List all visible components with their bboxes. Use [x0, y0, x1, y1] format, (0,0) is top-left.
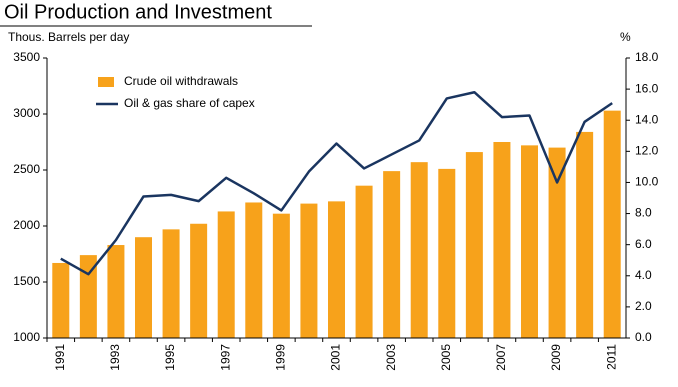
- bar: [190, 223, 208, 338]
- bar: [603, 110, 621, 338]
- x-tick-label: 2003: [384, 344, 398, 371]
- bar: [576, 131, 594, 338]
- y-tick-label: 2000: [13, 218, 40, 232]
- y-tick-label: 3500: [13, 50, 40, 64]
- bar: [245, 202, 263, 338]
- y2-tick-label: 6.0: [635, 237, 652, 251]
- y2-tick-label: 14.0: [635, 112, 659, 126]
- bar: [410, 162, 428, 338]
- bar: [272, 213, 290, 338]
- y-tick-label: 1000: [13, 330, 40, 344]
- bar: [521, 145, 538, 338]
- y2-tick-label: 12.0: [635, 144, 659, 158]
- line: [60, 90, 613, 276]
- bar: [300, 203, 318, 338]
- bar: [135, 237, 152, 338]
- legend-swatch: [98, 77, 114, 87]
- x-tick-label: 1997: [218, 344, 232, 371]
- legend-label: Crude oil withdrawals: [124, 74, 238, 88]
- bar: [52, 262, 70, 338]
- y-tick-label: 2500: [13, 162, 40, 176]
- x-tick-label: 2007: [494, 344, 508, 371]
- bar: [162, 229, 180, 338]
- bar: [217, 211, 235, 338]
- x-tick-label: 1995: [163, 344, 177, 371]
- y2-tick-label: 16.0: [635, 81, 659, 95]
- x-tick-label: 1991: [53, 344, 67, 371]
- legend-box: [92, 70, 282, 114]
- y2-tick-label: 4.0: [635, 268, 652, 282]
- bar: [328, 201, 345, 338]
- bar: [465, 152, 483, 338]
- x-tick-label: 1993: [108, 344, 122, 371]
- y-tick-label: 1500: [13, 274, 40, 288]
- bar: [548, 147, 566, 338]
- bar: [107, 245, 125, 338]
- y2-tick-label: 10.0: [635, 175, 659, 189]
- x-tick-label: 2009: [549, 344, 563, 371]
- bar: [383, 171, 401, 338]
- x-tick-label: 2001: [329, 344, 343, 371]
- x-tick-label: 2011: [604, 344, 618, 370]
- chart-title: Oil Production and Investment: [4, 1, 272, 23]
- y2-axis-label: %: [620, 30, 631, 44]
- y2-tick-label: 0.0: [635, 330, 652, 344]
- x-tick-label: 2005: [439, 344, 453, 371]
- bar: [355, 185, 373, 338]
- legend-label: Oil & gas share of capex: [124, 96, 255, 110]
- bar: [438, 168, 456, 338]
- y-axis-label: Thous. Barrels per day: [8, 30, 129, 44]
- y2-tick-label: 8.0: [635, 206, 652, 220]
- y-tick-label: 3000: [13, 106, 40, 120]
- y2-tick-label: 2.0: [635, 299, 652, 313]
- y2-tick-label: 18.0: [635, 50, 659, 64]
- x-tick-label: 1999: [274, 344, 288, 371]
- bar: [493, 142, 511, 338]
- bar: [79, 255, 97, 338]
